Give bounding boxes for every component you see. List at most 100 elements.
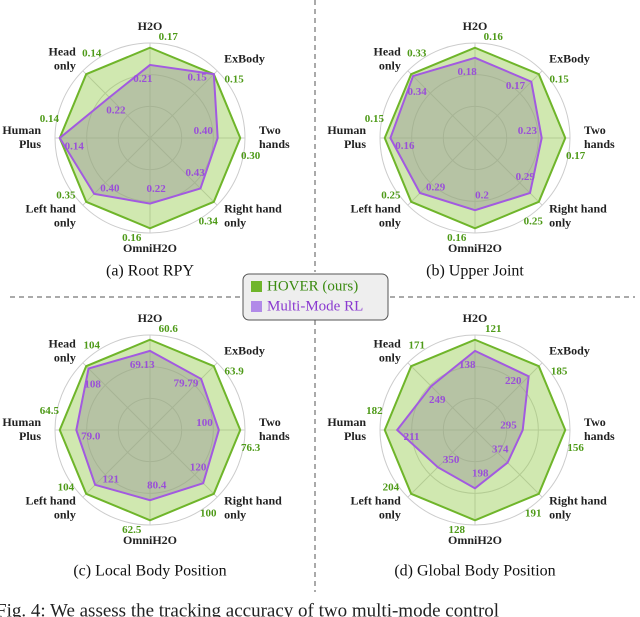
value-label: 63.9 xyxy=(224,365,244,377)
value-label: 79.79 xyxy=(174,378,199,390)
chart-title: (d) Global Body Position xyxy=(394,563,555,580)
series-area xyxy=(389,56,543,212)
value-label: 69.13 xyxy=(130,359,155,371)
value-label: 80.4 xyxy=(147,479,167,491)
series-area xyxy=(383,338,567,522)
spoke xyxy=(149,137,218,206)
value-label: 185 xyxy=(551,365,568,377)
series-area xyxy=(58,338,242,522)
spoke xyxy=(407,70,476,139)
legend-box xyxy=(242,273,389,321)
axis-label: Right hand only xyxy=(549,201,607,229)
value-label: 108 xyxy=(84,379,101,391)
axis-label: ExBody xyxy=(224,343,265,357)
chart-title: (c) Local Body Position xyxy=(73,563,226,580)
value-label: 198 xyxy=(472,468,489,480)
axis-label: Left hand only xyxy=(26,201,77,229)
value-label: 138 xyxy=(459,359,476,371)
value-label: 60.6 xyxy=(159,323,179,335)
spoke xyxy=(474,362,543,431)
axis-label: Two hands xyxy=(259,415,290,443)
value-label: 120 xyxy=(190,461,207,473)
value-label: 0.17 xyxy=(159,31,179,43)
spoke xyxy=(82,362,151,431)
value-label: 0.14 xyxy=(65,141,85,153)
axis-label: Left hand only xyxy=(351,201,402,229)
series-area xyxy=(58,63,219,205)
axis-label: Head only xyxy=(374,44,402,72)
spoke xyxy=(149,429,218,498)
axis-label: H2O xyxy=(463,311,488,325)
value-label: 0.15 xyxy=(365,113,385,125)
legend-swatch xyxy=(251,281,262,292)
axis-label: ExBody xyxy=(549,343,590,357)
axis-label: Head only xyxy=(374,336,402,364)
axis-label: Head only xyxy=(49,44,77,72)
value-label: 0.43 xyxy=(185,167,205,179)
axis-label: Human Plus xyxy=(2,123,41,151)
series-area xyxy=(75,349,220,502)
spoke xyxy=(474,429,543,498)
axis-label: OmniH2O xyxy=(123,533,177,547)
value-label: 0.33 xyxy=(407,47,427,59)
axis-label: Human Plus xyxy=(2,415,41,443)
spoke xyxy=(82,70,151,139)
axis-label: Human Plus xyxy=(327,415,366,443)
legend-label: HOVER (ours) xyxy=(267,278,358,294)
axis-label: Left hand only xyxy=(351,493,402,521)
plots: H2O ExBody Two hands Right hand only OmniH2O Le… xyxy=(2,19,615,580)
axis-label: Two hands xyxy=(584,415,615,443)
value-label: 121 xyxy=(485,323,502,335)
spoke xyxy=(82,429,151,498)
value-label: 0.35 xyxy=(56,190,76,202)
axis-label: Two hands xyxy=(259,123,290,151)
value-label: 249 xyxy=(429,394,446,406)
value-label: 0.16 xyxy=(122,232,142,244)
value-label: 0.34 xyxy=(407,86,427,98)
axis-label: Human Plus xyxy=(327,123,366,151)
value-label: 156 xyxy=(567,442,584,454)
value-label: 220 xyxy=(505,375,522,387)
value-label: 128 xyxy=(448,524,465,536)
value-label: 0.18 xyxy=(457,66,477,78)
value-label: 104 xyxy=(58,482,75,494)
axis-label: ExBody xyxy=(224,51,265,65)
spoke xyxy=(149,70,218,139)
value-label: 0.14 xyxy=(82,47,102,59)
value-label: 211 xyxy=(404,431,420,443)
axis-label: OmniH2O xyxy=(448,533,502,547)
legend-label: Multi-Mode RL xyxy=(267,298,363,314)
caption: Fig. 4: We assess the tracking accuracy … xyxy=(0,600,499,617)
chart-title: (b) Upper Joint xyxy=(426,263,524,280)
axis-label: OmniH2O xyxy=(123,241,177,255)
axis-label: OmniH2O xyxy=(448,241,502,255)
spoke xyxy=(407,137,476,206)
value-label: 100 xyxy=(200,508,217,520)
value-label: 0.16 xyxy=(447,232,467,244)
axis-label: Right hand only xyxy=(224,493,282,521)
series-area xyxy=(58,46,242,230)
value-label: 0.16 xyxy=(484,31,504,43)
value-label: 64.5 xyxy=(40,405,60,417)
value-label: 121 xyxy=(103,474,120,486)
value-label: 0.34 xyxy=(199,216,219,228)
value-label: 295 xyxy=(500,419,517,431)
legend: HOVER (ours) Multi-Mode RL xyxy=(242,273,389,321)
spoke xyxy=(474,137,543,206)
axis-label: ExBody xyxy=(549,51,590,65)
value-label: 79.0 xyxy=(81,431,101,443)
value-label: 191 xyxy=(525,508,542,520)
value-label: 0.15 xyxy=(224,73,244,85)
value-label: 0.40 xyxy=(194,125,214,137)
value-label: 0.21 xyxy=(133,73,152,85)
value-label: 171 xyxy=(409,339,426,351)
value-label: 0.17 xyxy=(566,150,586,162)
value-label: 0.22 xyxy=(147,183,167,195)
value-label: 100 xyxy=(196,417,213,429)
value-label: 182 xyxy=(366,405,383,417)
value-label: 0.22 xyxy=(106,105,126,117)
spoke xyxy=(407,429,476,498)
axis-label: Head only xyxy=(49,336,77,364)
axis-label: Two hands xyxy=(584,123,615,151)
